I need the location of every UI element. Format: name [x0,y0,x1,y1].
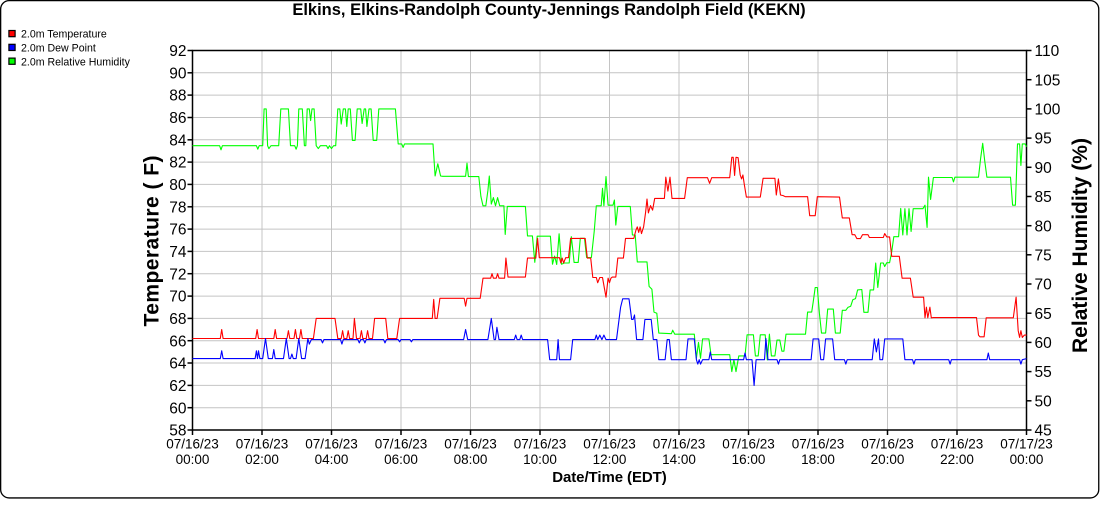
svg-text:07/16/23: 07/16/23 [305,437,358,452]
svg-text:07/16/23: 07/16/23 [444,437,497,452]
svg-text:00:00: 00:00 [176,452,210,467]
svg-text:86: 86 [169,110,186,127]
svg-text:07/16/23: 07/16/23 [792,437,845,452]
svg-text:88: 88 [169,88,186,105]
svg-text:12:00: 12:00 [593,452,627,467]
svg-text:2.0m Temperature: 2.0m Temperature [21,29,107,41]
svg-text:80: 80 [169,177,187,194]
svg-text:68: 68 [169,311,186,328]
svg-text:90: 90 [1035,160,1053,177]
svg-text:07/16/23: 07/16/23 [861,437,914,452]
svg-text:95: 95 [1035,131,1052,148]
svg-text:07/16/23: 07/16/23 [722,437,775,452]
svg-text:74: 74 [169,244,187,261]
svg-text:70: 70 [169,289,187,306]
svg-text:07/16/23: 07/16/23 [583,437,636,452]
svg-text:Date/Time (EDT): Date/Time (EDT) [552,469,667,486]
svg-text:10:00: 10:00 [523,452,557,467]
svg-text:50: 50 [1035,393,1053,410]
svg-text:70: 70 [1035,277,1053,294]
svg-text:75: 75 [1035,247,1052,264]
svg-text:58: 58 [169,423,186,440]
svg-text:07/17/23: 07/17/23 [1000,437,1053,452]
svg-text:04:00: 04:00 [315,452,349,467]
svg-text:80: 80 [1035,218,1053,235]
svg-text:84: 84 [169,132,187,149]
svg-text:85: 85 [1035,189,1052,206]
svg-text:92: 92 [169,43,186,60]
svg-text:16:00: 16:00 [732,452,766,467]
svg-text:18:00: 18:00 [801,452,835,467]
svg-text:72: 72 [169,266,186,283]
svg-text:Elkins, Elkins-Randolph County: Elkins, Elkins-Randolph County-Jennings … [292,1,805,19]
svg-text:66: 66 [169,333,186,350]
svg-text:100: 100 [1035,102,1061,119]
svg-text:60: 60 [169,400,187,417]
svg-text:62: 62 [169,378,186,395]
svg-text:20:00: 20:00 [871,452,905,467]
svg-text:Relative Humidity (%): Relative Humidity (%) [1069,138,1092,353]
svg-text:65: 65 [1035,306,1052,323]
svg-text:14:00: 14:00 [662,452,696,467]
svg-text:07/16/23: 07/16/23 [236,437,289,452]
svg-text:07/16/23: 07/16/23 [375,437,428,452]
svg-text:07/16/23: 07/16/23 [653,437,706,452]
svg-text:Temperature ( F): Temperature ( F) [141,156,164,327]
svg-text:00:00: 00:00 [1010,452,1044,467]
svg-text:55: 55 [1035,364,1052,381]
svg-text:2.0m Relative Humidity: 2.0m Relative Humidity [21,56,131,68]
svg-text:07/16/23: 07/16/23 [514,437,567,452]
svg-text:08:00: 08:00 [454,452,488,467]
svg-text:60: 60 [1035,335,1053,352]
svg-text:76: 76 [169,222,186,239]
svg-text:90: 90 [169,65,187,82]
svg-text:02:00: 02:00 [245,452,279,467]
svg-text:07/16/23: 07/16/23 [931,437,984,452]
svg-text:105: 105 [1035,72,1061,89]
svg-text:45: 45 [1035,423,1052,440]
svg-text:82: 82 [169,155,186,172]
svg-text:22:00: 22:00 [940,452,974,467]
svg-text:64: 64 [169,356,187,373]
svg-text:2.0m Dew Point: 2.0m Dew Point [21,43,96,55]
svg-text:06:00: 06:00 [384,452,418,467]
svg-text:07/16/23: 07/16/23 [166,437,219,452]
svg-text:110: 110 [1035,43,1060,60]
svg-text:78: 78 [169,199,186,216]
